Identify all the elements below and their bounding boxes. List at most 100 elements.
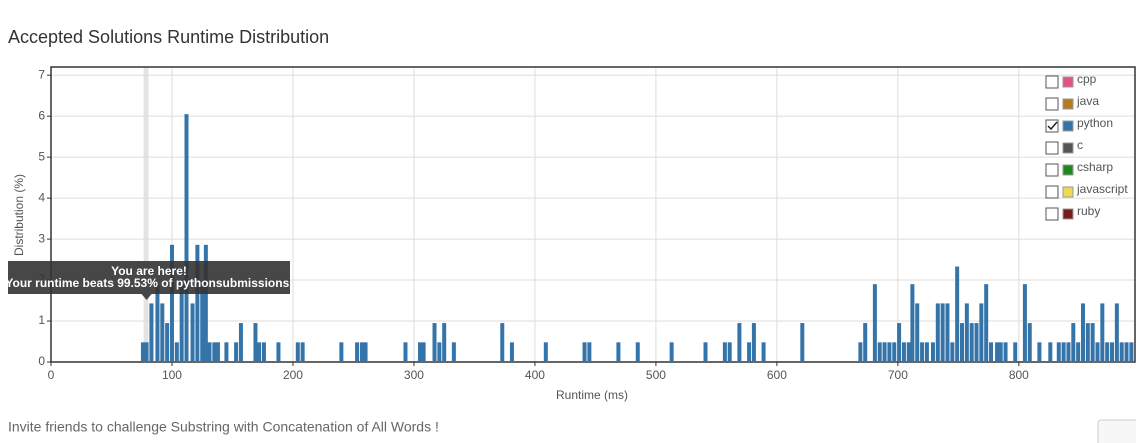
bar <box>901 342 906 362</box>
bar <box>234 342 239 362</box>
bar <box>1119 342 1124 362</box>
x-tick-label: 0 <box>48 368 55 382</box>
bar <box>215 342 220 362</box>
checkmark <box>1047 121 1058 131</box>
bar <box>224 342 229 362</box>
legend-label[interactable]: cpp <box>1077 72 1097 86</box>
bar <box>509 342 514 362</box>
bar <box>1076 342 1081 362</box>
bar <box>207 342 212 362</box>
legend-swatch <box>1062 98 1074 110</box>
bar <box>1061 342 1066 362</box>
bar <box>261 342 266 362</box>
bar <box>359 342 364 362</box>
x-tick-label: 400 <box>525 368 545 382</box>
bar <box>432 323 437 362</box>
bar <box>751 323 756 362</box>
legend-label[interactable]: ruby <box>1077 204 1100 218</box>
bar <box>858 342 863 362</box>
bar <box>1090 323 1095 362</box>
bar <box>1013 342 1018 362</box>
x-tick-label: 100 <box>162 368 182 382</box>
footer-text: Invite friends to challenge Substring wi… <box>8 419 439 435</box>
bar <box>295 342 300 362</box>
legend-label[interactable]: csharp <box>1077 160 1113 174</box>
bar <box>500 323 505 362</box>
y-axis-label: Distribution (%) <box>12 174 26 256</box>
legend-swatch <box>1062 120 1074 132</box>
bar <box>703 342 708 362</box>
bar <box>974 323 979 362</box>
legend-checkbox[interactable] <box>1045 207 1059 221</box>
bar <box>212 342 217 362</box>
bar <box>195 244 200 362</box>
bar <box>543 342 548 362</box>
bar <box>969 323 974 362</box>
bar <box>169 244 174 362</box>
bar <box>190 303 195 362</box>
bar <box>1114 303 1119 362</box>
legend-swatch <box>1062 76 1074 88</box>
legend-label[interactable]: java <box>1076 94 1099 108</box>
bar <box>910 284 915 362</box>
bar <box>669 342 674 362</box>
bar <box>984 284 989 362</box>
bar <box>1037 342 1042 362</box>
bar <box>1071 323 1076 362</box>
bar <box>1027 323 1032 362</box>
legend-label[interactable]: python <box>1077 116 1113 130</box>
bar <box>906 342 911 362</box>
legend-label[interactable]: javascript <box>1076 182 1128 196</box>
bar <box>155 284 160 362</box>
bar <box>635 342 640 362</box>
plot-frame <box>50 66 1136 363</box>
bar <box>950 342 955 362</box>
share-button[interactable] <box>1097 419 1136 443</box>
bar <box>165 323 170 362</box>
bar <box>897 323 902 362</box>
bar <box>959 323 964 362</box>
bar <box>920 342 925 362</box>
bar <box>276 342 281 362</box>
bar <box>945 303 950 362</box>
highlight-band <box>143 67 149 362</box>
bar <box>761 342 766 362</box>
x-tick-label: 200 <box>283 368 303 382</box>
legend-checkbox[interactable] <box>1045 163 1059 177</box>
bar <box>964 303 969 362</box>
legend-checkbox[interactable] <box>1045 185 1059 199</box>
legend-checkbox[interactable] <box>1045 97 1059 111</box>
bar <box>940 303 945 362</box>
bar <box>253 323 258 362</box>
x-tick-label: 300 <box>404 368 424 382</box>
bar <box>1085 323 1090 362</box>
bar <box>995 342 1000 362</box>
y-tick-label: 3 <box>38 231 45 245</box>
bar <box>257 342 262 362</box>
legend-label[interactable]: c <box>1077 138 1083 152</box>
bar <box>355 342 360 362</box>
legend-swatch <box>1062 208 1074 220</box>
bar <box>179 284 184 362</box>
legend-checkbox[interactable] <box>1045 75 1059 89</box>
bar <box>616 342 621 362</box>
bar <box>1003 342 1008 362</box>
x-tick-label: 600 <box>767 368 787 382</box>
legend-checkbox[interactable] <box>1045 141 1059 155</box>
legend-checkbox[interactable] <box>1045 119 1059 133</box>
bar <box>1129 342 1134 362</box>
y-tick-label: 7 <box>38 67 45 81</box>
y-tick-label: 4 <box>38 190 45 204</box>
bar <box>1056 342 1061 362</box>
bar <box>363 342 368 362</box>
bar <box>727 342 732 362</box>
x-tick-label: 500 <box>646 368 666 382</box>
y-tick-label: 6 <box>38 108 45 122</box>
tooltip-pointer <box>141 294 152 300</box>
bar <box>238 323 243 362</box>
legend-swatch <box>1062 186 1074 198</box>
bar <box>863 323 868 362</box>
bar <box>1048 342 1053 362</box>
x-tick-label: 700 <box>888 368 908 382</box>
